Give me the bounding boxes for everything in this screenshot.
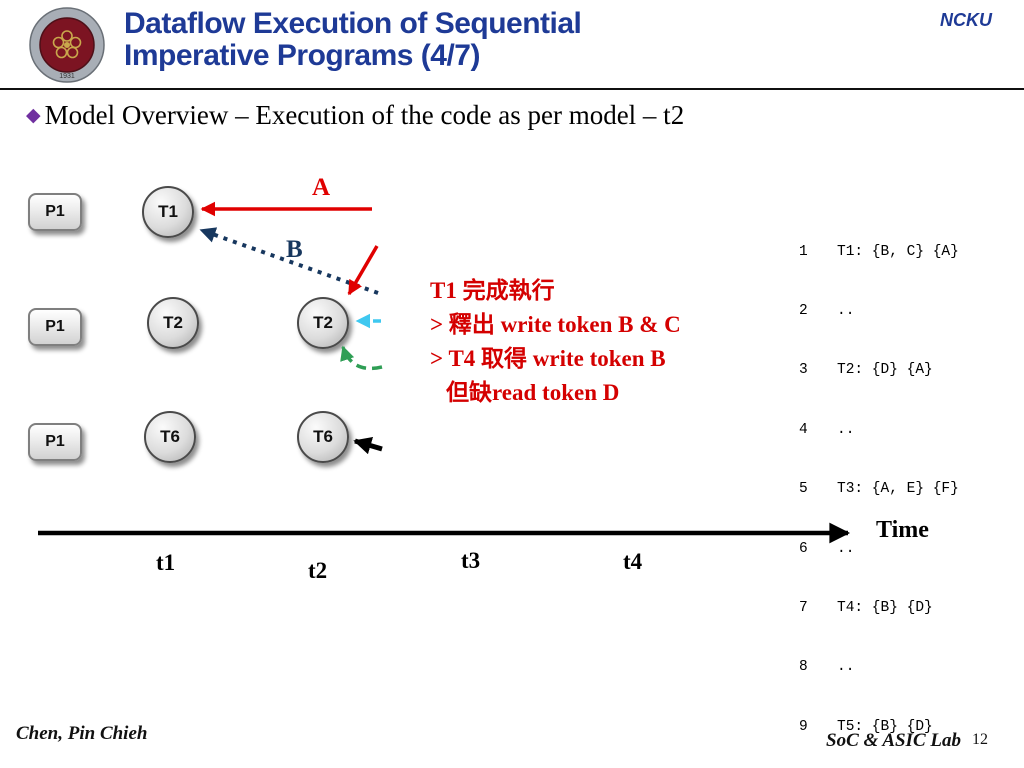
task-node-t2-left: T2 [147, 297, 199, 349]
annotation-line: > T4 取得 write token B [430, 346, 666, 371]
processor-label: P1 [45, 433, 65, 450]
code-line: 5 T3: {A, E} {F} [799, 481, 959, 498]
footer-lab-name: SoC & ASIC Lab [826, 730, 961, 751]
code-line: 8.. [799, 659, 855, 676]
timeline-tick-t2: t2 [308, 558, 328, 583]
annotation-block: T1 完成執行 > 釋出 write token B & C > T4 取得 w… [430, 274, 681, 410]
timeline-axis-label: Time [876, 517, 929, 543]
annotation-line: 但缺read token D [446, 380, 620, 405]
green-dashed-arrow-to-t2 [340, 345, 383, 371]
processor-box-3: P1 [28, 423, 82, 461]
task-node-t6-right: T6 [297, 411, 349, 463]
code-line: 7 T4: {B} {D} [799, 599, 933, 616]
code-line: 4.. [799, 421, 855, 438]
bullet-diamond-icon: ◆ [26, 104, 41, 126]
ncku-seal-logo: 1931 [28, 6, 106, 84]
annotation-line: T1 完成執行 [430, 278, 555, 303]
processor-box-2: P1 [28, 308, 82, 346]
code-line: 9 T5: {B} {D} [799, 718, 933, 735]
processor-label: P1 [45, 203, 65, 220]
processor-box-1: P1 [28, 193, 82, 231]
processor-label: P1 [45, 318, 65, 335]
slide-title-line2: Imperative Programs (4/7) [124, 38, 480, 72]
annotation-line: > 釋出 write token B & C [430, 312, 681, 337]
code-line: 1 T1: {B, C} {A} [799, 243, 959, 260]
bullet-row: ◆ Model Overview – Execution of the code… [26, 97, 684, 133]
header-divider [0, 88, 1024, 90]
edge-label-b: B [286, 236, 303, 263]
task-node-t6-left: T6 [144, 411, 196, 463]
timeline-tick-t3: t3 [461, 548, 481, 573]
footer-author: Chen, Pin Chieh [16, 723, 148, 744]
code-line: 2.. [799, 302, 855, 319]
timeline-tick-t4: t4 [623, 549, 643, 574]
bullet-text: Model Overview – Execution of the code a… [44, 100, 685, 130]
black-arrow-to-t6 [353, 436, 383, 455]
ncku-wordmark: NCKU [940, 10, 992, 30]
task-node-label: T6 [313, 427, 333, 446]
red-diagonal-arrow-to-t2 [347, 245, 379, 296]
task-node-label: T2 [313, 313, 333, 332]
code-listing: 1 T1: {B, C} {A} 2.. 3 T2: {D} {A} 4.. 5 T3… [799, 203, 959, 768]
timeline-tick-t1: t1 [156, 550, 176, 575]
slide-title: Dataflow Execution of Sequential Imperat… [124, 7, 582, 72]
code-line: 3 T2: {D} {A} [799, 362, 933, 379]
task-node-t1: T1 [142, 186, 194, 238]
task-node-t2-right: T2 [297, 297, 349, 349]
ncku-seal-icon: 1931 [29, 7, 105, 83]
footer-page-number: 12 [972, 731, 988, 748]
edge-label-a: A [312, 174, 331, 201]
task-node-label: T2 [163, 313, 183, 332]
slide-title-line1: Dataflow Execution of Sequential [124, 7, 582, 40]
task-node-label: T6 [160, 427, 180, 446]
svg-text:1931: 1931 [59, 73, 75, 80]
code-line: 6.. [799, 540, 855, 557]
task-node-label: T1 [158, 202, 178, 221]
